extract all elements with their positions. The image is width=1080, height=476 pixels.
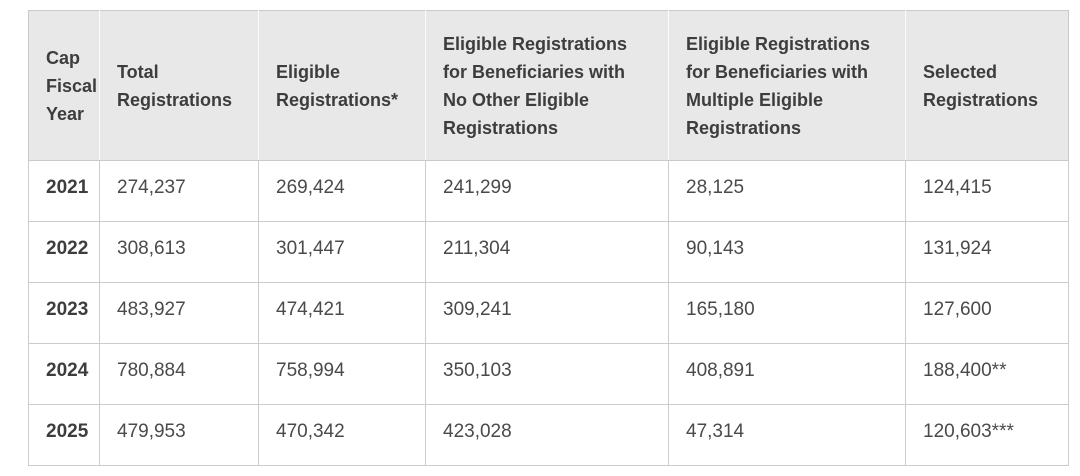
table-row-2023: 2023 483,927 474,421 309,241 165,180 127…: [28, 282, 1069, 344]
table-cell: 241,299: [425, 160, 669, 222]
table-cell: 211,304: [425, 221, 669, 283]
table-cell: 758,994: [258, 343, 426, 405]
column-header-eligible-registrations: Eligible Registrations*: [258, 10, 426, 161]
year-cell: 2021: [28, 160, 100, 222]
table-cell: 301,447: [258, 221, 426, 283]
table-cell: 165,180: [668, 282, 906, 344]
table-row-2021: 2021 274,237 269,424 241,299 28,125 124,…: [28, 160, 1069, 222]
table-row-2025: 2025 479,953 470,342 423,028 47,314 120,…: [28, 404, 1069, 466]
table-cell: 780,884: [99, 343, 259, 405]
table-cell: 124,415: [905, 160, 1069, 222]
registrations-table: Cap Fiscal Year Total Registrations Elig…: [28, 10, 1069, 466]
table-row-2024: 2024 780,884 758,994 350,103 408,891 188…: [28, 343, 1069, 405]
table-cell: 188,400**: [905, 343, 1069, 405]
table-cell: 423,028: [425, 404, 669, 466]
table-cell: 479,953: [99, 404, 259, 466]
year-cell: 2023: [28, 282, 100, 344]
column-header-eligible-multiple: Eligible Registrations for Beneficiaries…: [668, 10, 906, 161]
column-header-total-registrations: Total Registrations: [99, 10, 259, 161]
table-cell: 470,342: [258, 404, 426, 466]
table-cell: 274,237: [99, 160, 259, 222]
table-cell: 269,424: [258, 160, 426, 222]
year-cell: 2025: [28, 404, 100, 466]
table-cell: 47,314: [668, 404, 906, 466]
registrations-table-container: Cap Fiscal Year Total Registrations Elig…: [28, 10, 1069, 466]
header-row: Cap Fiscal Year Total Registrations Elig…: [28, 10, 1069, 161]
table-row-2022: 2022 308,613 301,447 211,304 90,143 131,…: [28, 221, 1069, 283]
column-header-cap-fiscal-year: Cap Fiscal Year: [28, 10, 100, 161]
table-cell: 308,613: [99, 221, 259, 283]
table-cell: 127,600: [905, 282, 1069, 344]
table-cell: 350,103: [425, 343, 669, 405]
table-cell: 483,927: [99, 282, 259, 344]
table-cell: 309,241: [425, 282, 669, 344]
table-cell: 474,421: [258, 282, 426, 344]
table-cell: 28,125: [668, 160, 906, 222]
table-cell: 131,924: [905, 221, 1069, 283]
column-header-eligible-no-other: Eligible Registrations for Beneficiaries…: [425, 10, 669, 161]
year-cell: 2022: [28, 221, 100, 283]
table-cell: 90,143: [668, 221, 906, 283]
column-header-selected-registrations: Selected Registrations: [905, 10, 1069, 161]
table-cell: 408,891: [668, 343, 906, 405]
table-cell: 120,603***: [905, 404, 1069, 466]
year-cell: 2024: [28, 343, 100, 405]
